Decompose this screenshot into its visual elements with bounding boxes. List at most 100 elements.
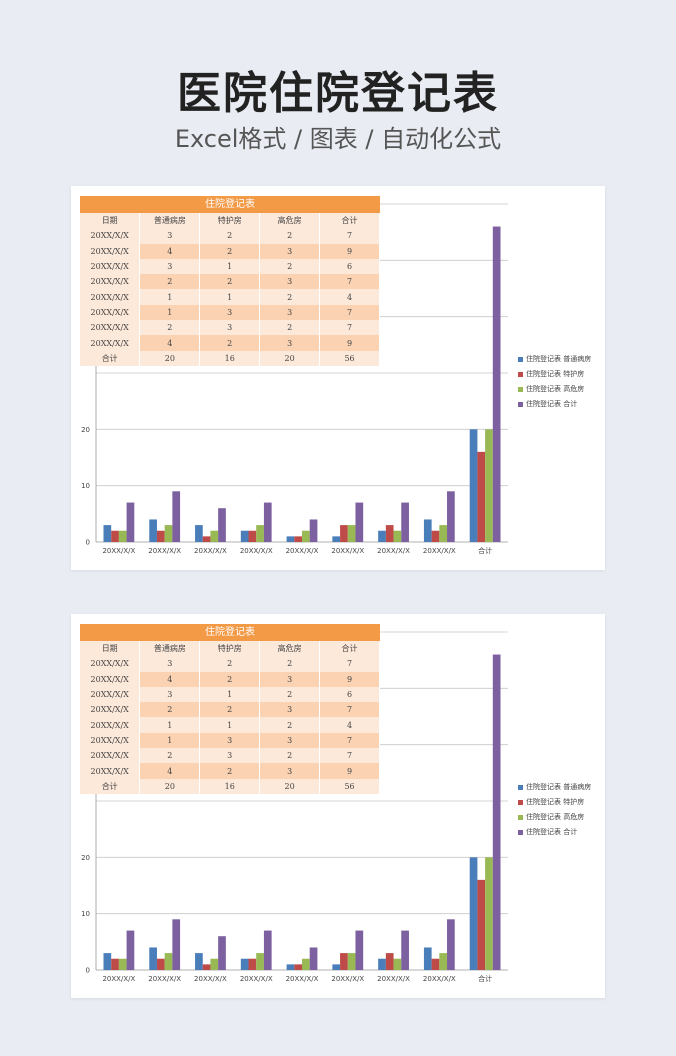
table-cell[interactable]: 3 bbox=[199, 304, 261, 321]
total-cell[interactable]: 20 bbox=[139, 350, 201, 366]
column-header[interactable]: 日期 bbox=[80, 641, 141, 657]
table-cell[interactable]: 1 bbox=[139, 717, 201, 733]
table-cell[interactable]: 2 bbox=[199, 763, 261, 779]
table-cell[interactable]: 20XX/X/X bbox=[80, 228, 141, 244]
table-cell[interactable]: 20XX/X/X bbox=[80, 335, 141, 351]
table-cell[interactable]: 20XX/X/X bbox=[80, 717, 141, 733]
table-cell[interactable]: 4 bbox=[139, 671, 201, 687]
table-cell[interactable]: 20XX/X/X bbox=[80, 258, 141, 275]
table-cell[interactable]: 3 bbox=[259, 671, 321, 687]
table-cell[interactable]: 9 bbox=[319, 335, 380, 351]
table-cell[interactable]: 3 bbox=[139, 686, 201, 703]
table-cell[interactable]: 20XX/X/X bbox=[80, 320, 141, 336]
table-cell[interactable]: 2 bbox=[259, 258, 321, 275]
table-cell[interactable]: 2 bbox=[139, 748, 201, 764]
column-header[interactable]: 普通病房 bbox=[139, 213, 201, 229]
table-cell[interactable]: 4 bbox=[319, 717, 380, 733]
table-cell[interactable]: 1 bbox=[139, 732, 201, 749]
total-cell[interactable]: 合计 bbox=[80, 350, 141, 366]
total-cell[interactable]: 16 bbox=[199, 350, 261, 366]
table-cell[interactable]: 3 bbox=[139, 228, 201, 244]
table-cell[interactable]: 7 bbox=[319, 274, 380, 290]
table-cell[interactable]: 2 bbox=[199, 243, 261, 259]
table-cell[interactable]: 9 bbox=[319, 671, 380, 687]
table-cell[interactable]: 20XX/X/X bbox=[80, 243, 141, 259]
table-cell[interactable]: 3 bbox=[259, 335, 321, 351]
table-cell[interactable]: 7 bbox=[319, 228, 380, 244]
table-cell[interactable]: 7 bbox=[319, 732, 380, 749]
table-cell[interactable]: 7 bbox=[319, 656, 380, 672]
table-cell[interactable]: 2 bbox=[199, 335, 261, 351]
table-cell[interactable]: 9 bbox=[319, 763, 380, 779]
table-cell[interactable]: 20XX/X/X bbox=[80, 289, 141, 305]
table-cell[interactable]: 20XX/X/X bbox=[80, 656, 141, 672]
column-header[interactable]: 合计 bbox=[319, 213, 380, 229]
table-cell[interactable]: 2 bbox=[259, 289, 321, 305]
table-cell[interactable]: 3 bbox=[259, 304, 321, 321]
table-cell[interactable]: 20XX/X/X bbox=[80, 702, 141, 718]
table-cell[interactable]: 20XX/X/X bbox=[80, 748, 141, 764]
table-cell[interactable]: 20XX/X/X bbox=[80, 274, 141, 290]
table-cell[interactable]: 7 bbox=[319, 748, 380, 764]
table-cell[interactable]: 2 bbox=[199, 228, 261, 244]
table-cell[interactable]: 3 bbox=[259, 274, 321, 290]
table-cell[interactable]: 1 bbox=[199, 258, 261, 275]
table-cell[interactable]: 9 bbox=[319, 243, 380, 259]
table-cell[interactable]: 2 bbox=[139, 320, 201, 336]
table-cell[interactable]: 6 bbox=[319, 258, 380, 275]
table-cell[interactable]: 2 bbox=[259, 656, 321, 672]
table-cell[interactable]: 1 bbox=[199, 289, 261, 305]
table-cell[interactable]: 1 bbox=[139, 304, 201, 321]
table-cell[interactable]: 3 bbox=[199, 732, 261, 749]
table-cell[interactable]: 4 bbox=[139, 335, 201, 351]
table-cell[interactable]: 2 bbox=[199, 656, 261, 672]
table-cell[interactable]: 20XX/X/X bbox=[80, 732, 141, 749]
total-cell[interactable]: 20 bbox=[259, 778, 321, 794]
table-cell[interactable]: 2 bbox=[139, 274, 201, 290]
column-header[interactable]: 特护房 bbox=[199, 213, 261, 229]
table-cell[interactable]: 3 bbox=[259, 732, 321, 749]
table-cell[interactable]: 3 bbox=[259, 702, 321, 718]
column-header[interactable]: 特护房 bbox=[199, 641, 261, 657]
table-cell[interactable]: 7 bbox=[319, 304, 380, 321]
table-cell[interactable]: 20XX/X/X bbox=[80, 671, 141, 687]
table-cell[interactable]: 7 bbox=[319, 320, 380, 336]
column-header[interactable]: 普通病房 bbox=[139, 641, 201, 657]
column-header[interactable]: 高危房 bbox=[259, 641, 321, 657]
table-cell[interactable]: 3 bbox=[139, 656, 201, 672]
table-cell[interactable]: 2 bbox=[199, 702, 261, 718]
table-cell[interactable]: 3 bbox=[139, 258, 201, 275]
table-cell[interactable]: 1 bbox=[199, 717, 261, 733]
table-cell[interactable]: 3 bbox=[199, 748, 261, 764]
table-cell[interactable]: 2 bbox=[259, 748, 321, 764]
total-cell[interactable]: 合计 bbox=[80, 778, 141, 794]
total-cell[interactable]: 56 bbox=[319, 350, 380, 366]
table-cell[interactable]: 6 bbox=[319, 686, 380, 703]
table-cell[interactable]: 20XX/X/X bbox=[80, 686, 141, 703]
total-cell[interactable]: 20 bbox=[139, 778, 201, 794]
table-cell[interactable]: 3 bbox=[199, 320, 261, 336]
table-cell[interactable]: 1 bbox=[139, 289, 201, 305]
table-cell[interactable]: 2 bbox=[259, 320, 321, 336]
total-cell[interactable]: 16 bbox=[199, 778, 261, 794]
column-header[interactable]: 高危房 bbox=[259, 213, 321, 229]
table-cell[interactable]: 20XX/X/X bbox=[80, 304, 141, 321]
table-cell[interactable]: 4 bbox=[319, 289, 380, 305]
total-cell[interactable]: 56 bbox=[319, 778, 380, 794]
table-cell[interactable]: 20XX/X/X bbox=[80, 763, 141, 779]
table-cell[interactable]: 2 bbox=[139, 702, 201, 718]
table-cell[interactable]: 2 bbox=[259, 228, 321, 244]
table-cell[interactable]: 4 bbox=[139, 243, 201, 259]
table-cell[interactable]: 4 bbox=[139, 763, 201, 779]
table-cell[interactable]: 3 bbox=[259, 243, 321, 259]
total-cell[interactable]: 20 bbox=[259, 350, 321, 366]
column-header[interactable]: 合计 bbox=[319, 641, 380, 657]
table-cell[interactable]: 2 bbox=[259, 717, 321, 733]
table-cell[interactable]: 2 bbox=[199, 671, 261, 687]
table-cell[interactable]: 7 bbox=[319, 702, 380, 718]
table-cell[interactable]: 2 bbox=[259, 686, 321, 703]
table-cell[interactable]: 3 bbox=[259, 763, 321, 779]
table-cell[interactable]: 1 bbox=[199, 686, 261, 703]
table-cell[interactable]: 2 bbox=[199, 274, 261, 290]
column-header[interactable]: 日期 bbox=[80, 213, 141, 229]
